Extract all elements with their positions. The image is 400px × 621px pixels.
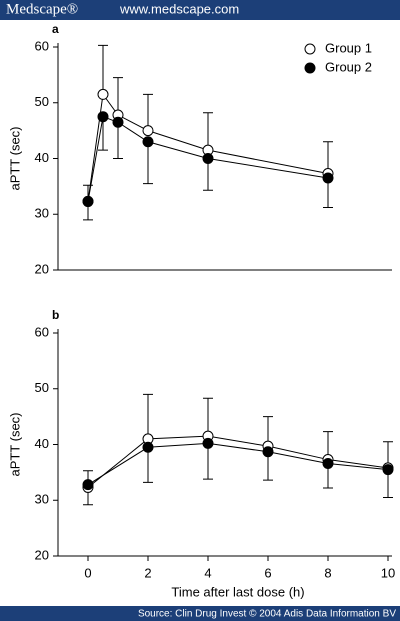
y-axis-label: aPTT (sec) [7, 126, 22, 190]
error-bar [203, 443, 213, 480]
error-bar [98, 116, 108, 151]
legend-label: Group 1 [325, 40, 372, 55]
footer-bar [0, 606, 400, 621]
y-tick-label: 50 [35, 94, 49, 109]
legend-marker [304, 43, 316, 55]
marker [82, 195, 94, 207]
marker [97, 88, 109, 100]
logo: Medscape® [6, 1, 78, 17]
error-bar [203, 397, 213, 437]
error-bar [113, 77, 123, 116]
y-tick-label: 60 [35, 324, 49, 339]
series-line [87, 435, 389, 488]
series-line [87, 442, 389, 486]
panel-label: a [52, 22, 59, 36]
error-bar [113, 122, 123, 159]
error-bar [143, 447, 153, 483]
marker [202, 153, 214, 164]
x-tick-label: 0 [84, 565, 91, 580]
marker [322, 172, 334, 184]
marker [82, 479, 94, 491]
marker [97, 111, 109, 123]
x-tick-label: 8 [324, 565, 331, 580]
marker [142, 441, 154, 453]
legend-label: Group 2 [325, 59, 372, 74]
source: Source: Clin Drug Invest © 2004 Adis Dat… [138, 609, 396, 620]
error-bar [143, 141, 153, 185]
marker [142, 136, 154, 148]
y-axis-label: aPTT (sec) [7, 412, 22, 476]
x-tick-label: 6 [264, 565, 271, 580]
y-tick-label: 30 [35, 492, 49, 507]
error-bar [143, 93, 153, 131]
x-tick-label: 2 [144, 565, 151, 580]
panel-label: b [52, 308, 59, 322]
y-tick-label: 60 [35, 38, 49, 53]
y-tick-label: 20 [35, 261, 49, 276]
series-line [87, 116, 329, 202]
legend-marker [304, 62, 316, 74]
marker [382, 464, 394, 476]
y-tick-label: 20 [35, 547, 49, 562]
marker [202, 437, 214, 449]
x-tick-label: 10 [381, 565, 395, 580]
marker [262, 446, 274, 458]
y-tick-label: 50 [35, 380, 49, 395]
marker [112, 116, 124, 128]
site-url: www.medscape.com [119, 1, 239, 16]
marker [322, 457, 334, 469]
error-bar [203, 112, 213, 151]
x-axis-label: Time after last dose (h) [171, 584, 304, 599]
error-bar [143, 393, 153, 439]
marker [142, 125, 154, 137]
y-tick-label: 30 [35, 206, 49, 221]
y-tick-label: 40 [35, 150, 49, 165]
y-tick-label: 40 [35, 436, 49, 451]
x-tick-label: 4 [204, 565, 211, 580]
header-bar [0, 0, 400, 20]
error-bar [98, 44, 108, 95]
